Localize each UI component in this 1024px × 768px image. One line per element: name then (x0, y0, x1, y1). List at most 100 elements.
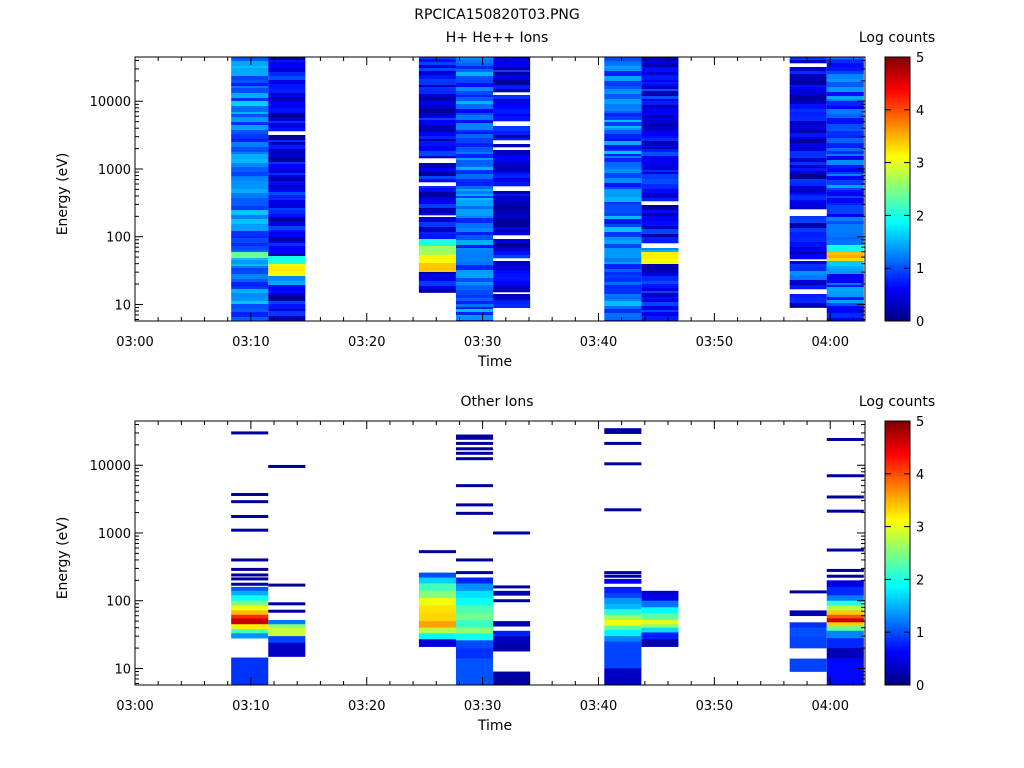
heat-cell (604, 301, 642, 307)
heat-cell (789, 71, 827, 75)
heat-line (455, 447, 494, 451)
colorbar-cell (885, 590, 910, 593)
heat-line (455, 558, 494, 562)
heat-line (604, 571, 642, 575)
heat-block (641, 619, 679, 625)
heat-cell (826, 283, 864, 286)
heat-cell (231, 254, 269, 259)
colorbar-cell (885, 564, 910, 567)
heat-cell (493, 70, 531, 73)
heat-cell (641, 234, 679, 238)
heat-cell (604, 108, 642, 112)
heat-cell (789, 254, 827, 260)
colorbar-cell (885, 226, 910, 229)
heat-cell (493, 131, 531, 136)
colorbar-cell (885, 200, 910, 203)
x-axis-label: Time (477, 354, 512, 370)
heat-cell (268, 101, 306, 106)
heat-cell (455, 117, 494, 121)
heat-cell (826, 176, 864, 181)
y-tick-label: 1000 (98, 527, 131, 542)
heat-cell (231, 258, 269, 261)
heat-cell (604, 102, 642, 105)
colorbar-cell (885, 434, 910, 437)
heat-cell (455, 274, 494, 279)
colorbar-tick-label: 3 (916, 157, 924, 172)
heat-cell (604, 89, 642, 95)
heat-cell (641, 270, 679, 274)
y-tick-label: 10000 (90, 95, 131, 110)
heat-block (455, 583, 494, 592)
heat-cell (604, 167, 642, 170)
colorbar-cell (885, 502, 910, 505)
heat-cell (268, 93, 306, 96)
heat-cell (455, 223, 494, 229)
colorbar-cell (885, 292, 910, 295)
colorbar-cell (885, 272, 910, 276)
heat-cell (418, 71, 456, 76)
colorbar-cell (885, 478, 910, 481)
heat-cell (231, 88, 269, 94)
heat-block (641, 600, 679, 608)
heat-cell (641, 288, 679, 292)
heat-cell (231, 268, 269, 271)
heat-cell (455, 158, 494, 161)
heat-cell (826, 172, 864, 175)
heat-cell (418, 173, 456, 177)
colorbar-cell (885, 283, 910, 287)
heat-cell (826, 295, 864, 298)
colorbar-cell (885, 559, 910, 563)
heat-cell (604, 189, 642, 194)
heat-cell (604, 248, 642, 254)
colorbar-cell (885, 658, 910, 662)
heat-cell (231, 264, 269, 267)
heat-cell (789, 171, 827, 175)
heat-cell (604, 272, 642, 276)
figure-title: RPCICA150820T03.PNG (414, 7, 579, 23)
heat-block (231, 629, 269, 634)
colorbar-cell (885, 123, 910, 126)
heat-cell (455, 235, 494, 241)
colorbar-cell (885, 429, 910, 433)
heat-cell (418, 263, 456, 267)
heat-cell (641, 184, 679, 190)
heat-cell (455, 189, 494, 192)
heat-cell (641, 174, 679, 180)
heat-cell (493, 104, 531, 110)
heat-block (826, 600, 864, 606)
heat-cell (789, 89, 827, 92)
heat-cell (268, 192, 306, 196)
colorbar-cell (885, 550, 910, 554)
heat-cell (826, 285, 864, 288)
heat-cell (604, 213, 642, 217)
heat-cell (455, 63, 494, 67)
heat-cell (268, 237, 306, 242)
colorbar-cell (885, 509, 910, 512)
heat-block (231, 610, 269, 616)
heat-block (604, 668, 642, 686)
colorbar-cell (885, 627, 910, 631)
heat-cell (231, 289, 269, 294)
colorbar-cell (885, 118, 910, 122)
heat-cell (455, 59, 494, 64)
heat-cell (493, 182, 531, 187)
colorbar-cell (885, 614, 910, 618)
heat-cell (789, 158, 827, 163)
heat-block (231, 590, 269, 596)
heat-block (268, 642, 306, 657)
heat-line (231, 558, 269, 562)
heat-cell (418, 87, 456, 91)
heat-cell (455, 206, 494, 210)
heat-cell (493, 307, 531, 308)
colorbar-cell (885, 586, 910, 589)
x-tick-label: 03:10 (232, 335, 269, 350)
colorbar-cell (885, 583, 910, 587)
heat-cell (418, 239, 456, 242)
heat-cell (231, 219, 269, 225)
heat-cell (455, 101, 494, 105)
colorbar-cell (885, 112, 910, 115)
y-tick-label: 1000 (98, 163, 131, 178)
heat-cell (826, 118, 864, 121)
heat-block (604, 597, 642, 605)
colorbar-cell (885, 125, 910, 128)
